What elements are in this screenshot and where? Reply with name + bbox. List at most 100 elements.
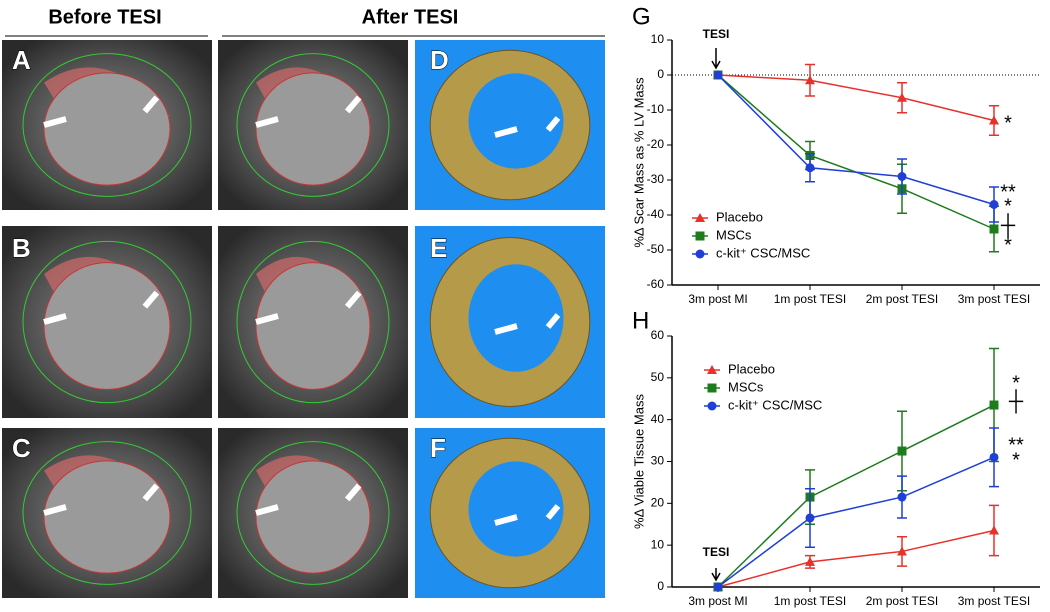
marker <box>989 115 999 125</box>
y-axis-label: %Δ Viable Tissue Mass <box>631 394 646 529</box>
column-header: After TESI <box>362 6 459 28</box>
arrow <box>43 290 160 325</box>
marker <box>805 75 815 85</box>
panel-label: A <box>12 45 31 75</box>
legend-marker <box>707 365 717 374</box>
marker <box>897 92 907 102</box>
legend-label: c-kit⁺ CSC/MSC <box>716 245 810 260</box>
marker <box>805 556 815 566</box>
y-axis-label: %Δ Scar Mass as % LV Mass <box>631 77 646 248</box>
y-tick-label: -20 <box>647 137 665 151</box>
y-tick-label: -50 <box>647 242 665 256</box>
y-tick-label: 60 <box>651 328 665 342</box>
x-tick-label: 3m post TESI <box>958 594 1030 608</box>
panel-label: F <box>430 433 446 463</box>
legend-label: c-kit⁺ CSC/MSC <box>728 397 822 412</box>
legend-marker <box>707 383 717 393</box>
marker <box>989 200 999 209</box>
endocardium-contour <box>43 72 171 186</box>
y-tick-label: 40 <box>651 412 665 426</box>
marker <box>805 163 815 173</box>
panel-label: D <box>430 45 449 75</box>
series-line <box>717 74 995 230</box>
endocardium-contour <box>255 262 371 390</box>
significance-mark: * <box>1004 234 1012 256</box>
y-tick-label: 50 <box>651 370 665 384</box>
legend-marker <box>695 249 705 259</box>
epicardium-contour <box>22 240 192 404</box>
arrow <box>494 116 561 138</box>
marker <box>989 400 999 410</box>
legend-label: Placebo <box>728 361 775 376</box>
x-tick-label: 1m post TESI <box>774 594 846 608</box>
arrow <box>255 290 362 325</box>
panel-label: E <box>430 233 447 263</box>
arrow <box>494 313 561 335</box>
legend-label: MSCs <box>716 227 752 242</box>
ventricle-cavity <box>468 461 564 557</box>
marker <box>897 492 907 502</box>
significance-mark: * <box>1004 112 1012 134</box>
panel-label: G <box>632 3 651 30</box>
series-line <box>717 404 995 588</box>
series-line <box>717 74 995 122</box>
arrow <box>43 95 160 128</box>
annotation-arrow <box>711 568 721 582</box>
legend-marker <box>695 213 705 222</box>
y-tick-label: -10 <box>647 102 665 116</box>
marker <box>713 582 723 592</box>
legend-marker <box>707 401 717 411</box>
x-tick-label: 3m post MI <box>688 292 747 306</box>
legend-label: MSCs <box>728 379 764 394</box>
endocardium-contour <box>255 460 371 574</box>
marker <box>897 172 907 181</box>
endocardium-contour <box>43 262 171 390</box>
epicardium-contour <box>22 53 192 197</box>
legend-marker <box>695 231 705 241</box>
y-tick-label: 10 <box>651 537 665 551</box>
y-tick-label: -40 <box>647 207 665 221</box>
arrow <box>43 483 160 516</box>
significance-mark: * <box>1004 195 1012 217</box>
significance-mark: * <box>1012 372 1020 394</box>
annotation: TESI <box>703 545 730 559</box>
panel-label: H <box>632 307 649 334</box>
series-line <box>717 529 995 588</box>
y-tick-label: 30 <box>651 454 665 468</box>
marker <box>897 446 907 456</box>
ventricle-cavity <box>468 73 564 169</box>
x-tick-label: 2m post TESI <box>866 594 938 608</box>
y-tick-label: 0 <box>657 579 664 593</box>
epicardium-contour <box>236 240 390 404</box>
significance-mark: ** <box>1008 434 1024 456</box>
series-line <box>717 456 995 588</box>
y-tick-label: 10 <box>651 32 665 46</box>
panel-label: B <box>12 233 31 263</box>
legend-label: Placebo <box>716 209 763 224</box>
marker <box>989 452 999 462</box>
y-tick-label: 20 <box>651 496 665 510</box>
x-tick-label: 3m post MI <box>688 594 747 608</box>
ventricle-cavity <box>468 264 564 372</box>
significance-mark: ** <box>1000 181 1016 203</box>
series-line <box>717 74 995 206</box>
marker <box>989 525 999 535</box>
x-tick-label: 3m post TESI <box>958 292 1030 306</box>
epicardium-contour <box>236 53 390 197</box>
marker <box>897 546 907 556</box>
panel-label: C <box>12 433 31 463</box>
significance-mark: * <box>1012 449 1020 471</box>
marker <box>989 224 999 234</box>
endocardium-contour <box>43 460 171 574</box>
marker <box>805 513 815 523</box>
endocardium-contour <box>255 72 371 186</box>
annotation: TESI <box>703 27 730 41</box>
annotation-arrow <box>711 48 721 70</box>
x-tick-label: 2m post TESI <box>866 292 938 306</box>
x-tick-label: 1m post TESI <box>774 292 846 306</box>
y-tick-label: -30 <box>647 172 665 186</box>
arrow <box>255 483 362 516</box>
y-tick-label: 0 <box>657 67 664 81</box>
y-tick-label: -60 <box>647 277 665 291</box>
